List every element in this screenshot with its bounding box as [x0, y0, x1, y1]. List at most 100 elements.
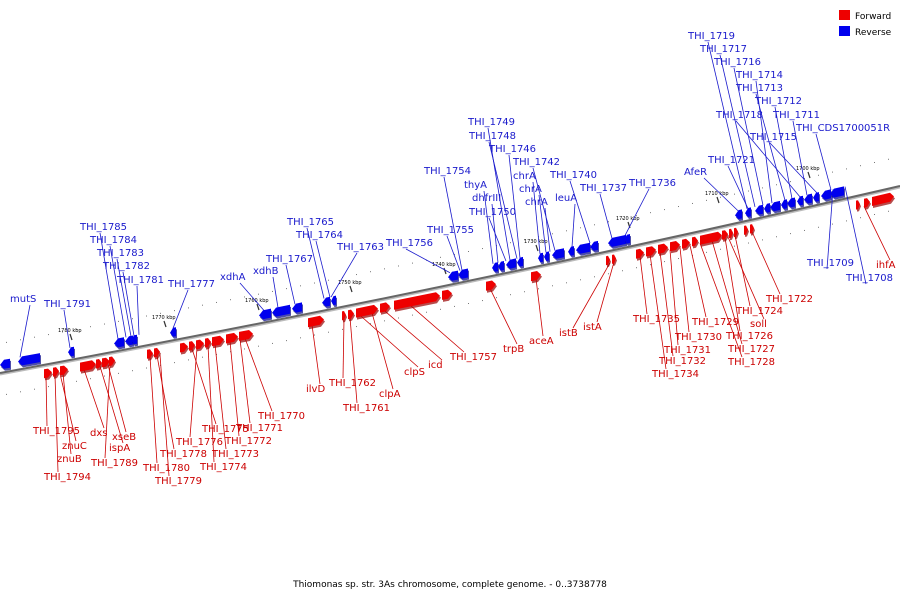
- forward-gene: [531, 271, 542, 284]
- leader-line: [62, 373, 72, 455]
- reverse-gene-label: THI_1767: [265, 254, 313, 265]
- reverse-gene-label: THI_1785: [79, 222, 127, 233]
- tick-dot: [146, 315, 147, 317]
- tick-dot: [230, 351, 231, 353]
- reverse-gene: [322, 296, 331, 309]
- reverse-gene-label: xdhA: [220, 272, 246, 283]
- forward-gene-label: znuC: [62, 441, 87, 452]
- tick-dot: [678, 206, 679, 208]
- kbp-tick-mark: [256, 303, 260, 311]
- leader-line: [572, 262, 611, 329]
- reverse-gene: [331, 295, 337, 308]
- tick-dot: [804, 229, 805, 231]
- forward-gene-label: THI_1779: [154, 476, 202, 487]
- tick-dot: [650, 264, 651, 266]
- forward-gene-label: THI_1724: [735, 306, 783, 317]
- reverse-gene-label: THI_1783: [96, 248, 144, 259]
- leader-line: [535, 278, 544, 337]
- reverse-gene-label: dhfrIII: [472, 193, 501, 204]
- backbone-line: [0, 185, 900, 374]
- leader-line: [342, 318, 345, 379]
- tick-dot: [174, 310, 175, 312]
- reverse-gene: [813, 192, 820, 204]
- forward-gene-label: THI_1728: [727, 357, 775, 368]
- leader-line: [371, 312, 394, 390]
- forward-gene: [96, 359, 103, 371]
- tick-dot: [440, 308, 441, 310]
- tick-dot: [496, 297, 497, 299]
- tick-dot: [874, 213, 875, 215]
- reverse-gene-label: THI_1717: [699, 44, 747, 55]
- leader-line: [409, 304, 465, 353]
- leader-line: [489, 288, 518, 345]
- leader-line: [735, 120, 801, 198]
- tick-dot: [412, 314, 413, 316]
- reverse-gene-label: THI_1714: [735, 70, 783, 81]
- leader-line: [122, 271, 135, 336]
- reverse-gene-label: mutS: [10, 294, 36, 305]
- reverse-gene: [498, 261, 505, 273]
- tick-dot: [706, 251, 707, 253]
- kbp-tick-label: 1710 kbp: [705, 191, 729, 197]
- leader-line: [483, 190, 494, 264]
- reverse-gene-label: xdhB: [253, 266, 279, 277]
- forward-gene: [486, 280, 497, 293]
- reverse-gene-label: THI_1750: [468, 207, 516, 218]
- leader-line: [488, 217, 507, 262]
- tick-dot: [552, 285, 553, 287]
- forward-gene-label: icd: [428, 360, 443, 371]
- forward-gene: [44, 368, 53, 381]
- leader-line: [508, 154, 521, 259]
- leader-line: [156, 355, 175, 450]
- tick-dot: [356, 326, 357, 328]
- reverse-gene-label: THI_1765: [286, 217, 334, 228]
- leader-line: [229, 341, 240, 437]
- tick-dot: [188, 359, 189, 361]
- leader-line: [107, 364, 127, 433]
- forward-gene-label: trpB: [503, 344, 524, 355]
- tick-layer: 1710 kbp 1720 kbp 1730 kbp 1740 kbp 1750 kbp…: [6, 158, 889, 395]
- reverse-gene-label: thyA: [464, 180, 487, 191]
- reverse-gene: [787, 197, 796, 210]
- tick-dot: [370, 323, 371, 325]
- tick-dot: [398, 317, 399, 319]
- tick-dot: [580, 279, 581, 281]
- leader-line: [755, 93, 786, 201]
- leader-line: [285, 264, 296, 305]
- forward-gene-label: THI_1729: [691, 317, 739, 328]
- reverse-gene-label: THI_CDS1700051R: [795, 123, 890, 134]
- tick-dot: [720, 248, 721, 250]
- forward-gene: [53, 367, 60, 379]
- leader-line: [45, 376, 48, 427]
- forward-gene-label: THI_1794: [43, 472, 91, 483]
- forward-gene: [750, 224, 755, 236]
- tick-dot: [860, 165, 861, 167]
- forward-gene: [612, 254, 617, 266]
- tick-dot: [636, 267, 637, 269]
- leader-line: [330, 252, 358, 298]
- leader-line: [755, 80, 773, 204]
- kbp-tick-mark: [535, 244, 539, 252]
- leader-line: [719, 54, 756, 208]
- legend-forward-swatch: [839, 10, 850, 20]
- tick-dot: [524, 239, 525, 241]
- leader-line: [359, 314, 419, 368]
- forward-gene-label: THI_1778: [159, 449, 207, 460]
- kbp-tick-label: 1730 kbp: [524, 239, 548, 245]
- tick-dot: [104, 323, 105, 325]
- tick-dot: [328, 331, 329, 333]
- leader-line: [149, 356, 158, 464]
- leader-line: [769, 142, 818, 194]
- forward-gene: [60, 365, 69, 378]
- leader-line: [569, 180, 591, 244]
- reverse-gene-label: THI_1781: [116, 275, 164, 286]
- kbp-tick-label: 1740 kbp: [432, 262, 456, 268]
- forward-gene: [442, 289, 453, 302]
- leader-line: [727, 165, 749, 209]
- tick-dot: [860, 217, 861, 219]
- tick-dot: [734, 193, 735, 195]
- leader-line: [214, 344, 227, 450]
- legend: Forward Reverse: [839, 10, 892, 38]
- forward-gene: [239, 330, 254, 343]
- reverse-gene-label: chrA: [519, 184, 542, 195]
